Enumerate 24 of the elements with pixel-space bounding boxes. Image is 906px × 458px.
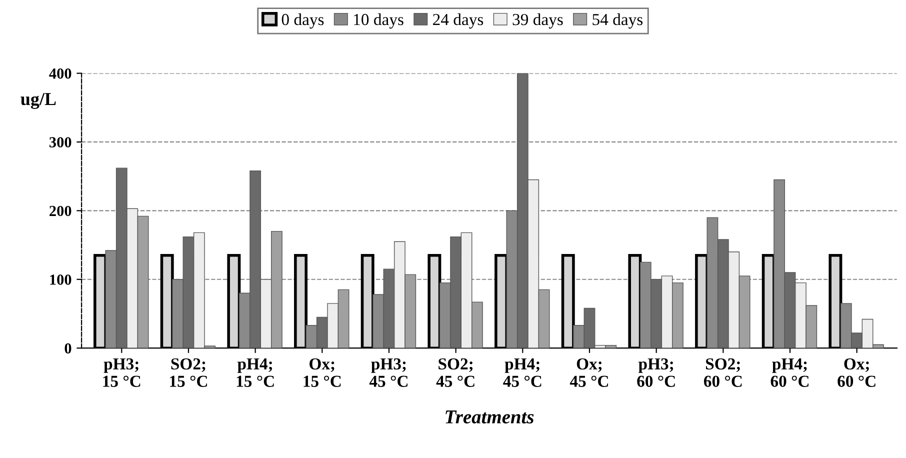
legend-label: 24 days <box>433 13 484 29</box>
x-tick-label: pH4; 45 °C <box>503 358 542 387</box>
x-tick-label: pH3; 45 °C <box>369 358 408 387</box>
x-tick-label: SO2; 15 °C <box>170 358 207 387</box>
x-tick-label: pH3; 15 °C <box>103 358 140 387</box>
y-tick-label: 100 <box>50 274 72 285</box>
y-axis-title: ug/L <box>20 93 56 109</box>
x-tick-label: pH3; 60 °C <box>637 358 675 387</box>
legend-label: 0 days <box>282 13 324 29</box>
x-tick-label: Ox; 15 °C <box>304 358 341 387</box>
y-tick-label: 400 <box>49 68 72 79</box>
x-tick-label: pH4; 60 °C <box>770 358 808 387</box>
y-tick-label: 300 <box>49 137 72 148</box>
x-tick-label: pH4; 15 °C <box>236 358 274 387</box>
x-tick-label: Ox; 60 °C <box>838 358 876 387</box>
legend-label: 54 days <box>592 13 643 29</box>
x-tick-label: SO2; 45 °C <box>436 358 474 387</box>
y-tick-label: 200 <box>50 206 72 216</box>
y-tick-label: 0 <box>64 343 72 354</box>
x-tick-label: Ox; 45 °C <box>570 358 608 387</box>
x-axis-title: Treatments <box>446 410 534 424</box>
legend-label: 39 days <box>512 13 563 29</box>
legend-label: 10 days <box>354 13 404 29</box>
x-tick-label: SO2; 60 °C <box>704 358 742 387</box>
